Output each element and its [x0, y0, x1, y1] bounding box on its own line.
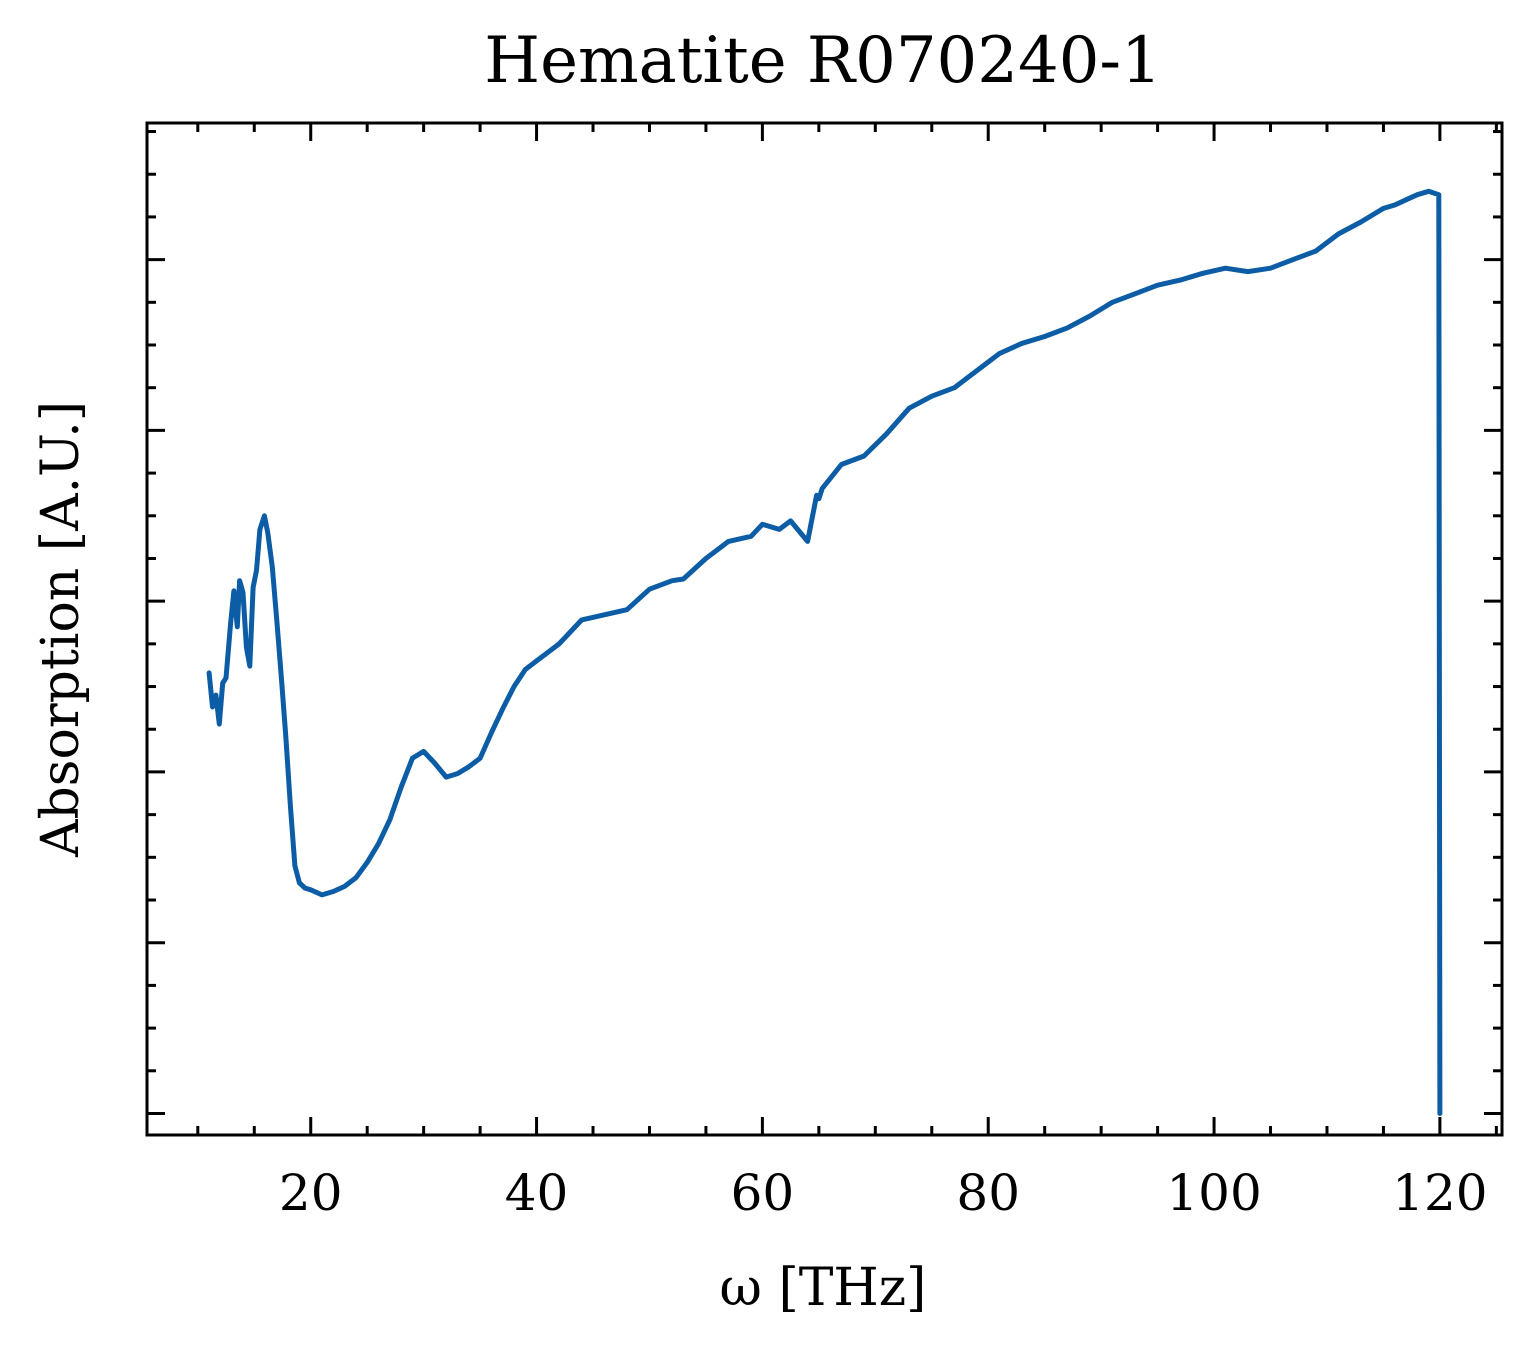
x-tick-label: 20	[279, 1164, 343, 1222]
plot-area	[145, 121, 1504, 1137]
x-tick-labels: 20 40 60 80 100 120	[279, 1164, 1488, 1222]
x-tick-label: 100	[1166, 1164, 1261, 1222]
y-axis-label: Absorption [A.U.]	[31, 401, 91, 858]
x-tick-label: 60	[731, 1164, 795, 1222]
x-tick-label: 40	[505, 1164, 569, 1222]
x-tick-label: 80	[956, 1164, 1020, 1222]
x-axis-label: ω [THz]	[720, 1258, 927, 1318]
x-tick-label: 120	[1392, 1164, 1487, 1222]
axis-ticks	[147, 123, 1502, 1135]
chart-title: Hematite R070240-1	[484, 24, 1162, 98]
absorption-series-line	[206, 188, 1443, 1116]
